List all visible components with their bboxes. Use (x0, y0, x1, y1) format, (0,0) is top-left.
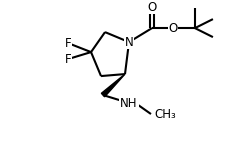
Text: CH₃: CH₃ (154, 107, 176, 121)
Text: O: O (147, 1, 156, 14)
Text: N: N (124, 36, 133, 49)
Text: NH: NH (120, 97, 138, 109)
Text: F: F (65, 37, 71, 50)
Polygon shape (101, 74, 125, 97)
Text: O: O (168, 22, 177, 35)
Text: F: F (65, 53, 71, 66)
